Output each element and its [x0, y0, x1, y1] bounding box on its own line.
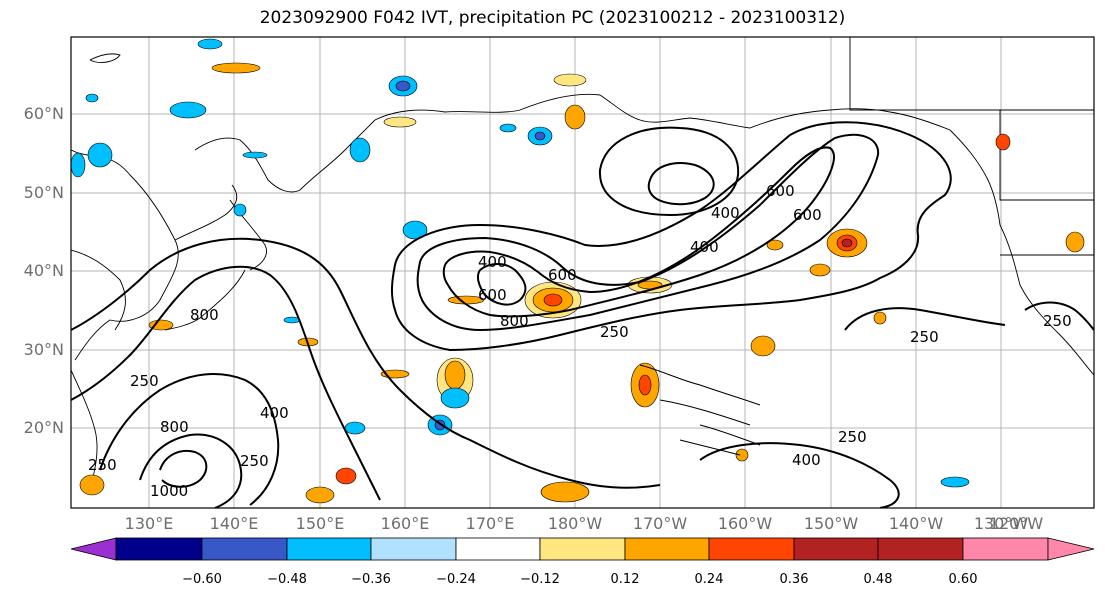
- precipitation-shading: [71, 38, 1085, 504]
- map-title: 2023092900 F042 IVT, precipitation PC (2…: [259, 8, 846, 28]
- latitude-label: 30°N: [23, 340, 64, 359]
- colorbar-tick-label: −0.36: [351, 572, 391, 587]
- contour-label: 250: [910, 328, 939, 346]
- longitude-label: 140°W: [888, 514, 944, 533]
- latitude-label: 60°N: [23, 104, 64, 123]
- contour-label: 250: [240, 452, 269, 470]
- contour-label: 250: [130, 372, 159, 390]
- latitude-label: 40°N: [23, 261, 64, 280]
- colorbar-bin: [370, 537, 457, 561]
- colorbar-bin: [877, 537, 964, 561]
- colorbar-tick-label: 0.12: [610, 572, 640, 587]
- contour-label: 1000: [150, 482, 188, 500]
- colorbar-tick-label: −0.60: [182, 572, 222, 587]
- contour-label: 800: [500, 312, 529, 330]
- latitude-label: 50°N: [23, 183, 64, 202]
- colorbar-bin: [539, 537, 626, 561]
- contour-label: 400: [478, 253, 507, 271]
- colorbar-bin: [793, 537, 879, 561]
- graticule: [71, 37, 1094, 508]
- contour-label: 250: [88, 456, 117, 474]
- contour-label: 800: [190, 306, 219, 324]
- longitude-label: 140°E: [209, 514, 259, 533]
- contour-label: 400: [711, 204, 740, 222]
- colorbar-tick-label: −0.24: [436, 572, 476, 587]
- longitude-label: 130°E: [124, 514, 174, 533]
- colorbar-tick-label: 0.36: [779, 572, 809, 587]
- contour-label: 250: [1043, 312, 1072, 330]
- contour-labels: 400 400 400 600 600 800 250 250 250 800 …: [88, 182, 1072, 500]
- contour-label: 400: [690, 238, 719, 256]
- colorbar-bin: [962, 537, 1049, 561]
- longitude-label: 160°W: [717, 514, 773, 533]
- colorbar-tick-label: −0.12: [520, 572, 560, 587]
- contour-label: 600: [766, 182, 795, 200]
- colorbar-extend-low: [70, 537, 117, 561]
- contour-label: 400: [792, 451, 821, 469]
- longitude-label: 130°W: [973, 514, 1029, 533]
- colorbar-bin: [286, 537, 372, 561]
- longitude-label: 150°W: [803, 514, 859, 533]
- colorbar-tick-label: 0.60: [948, 572, 978, 587]
- contour-label: 600: [548, 266, 577, 284]
- ivt-contours: [71, 121, 1094, 508]
- colorbar-tick-label: −0.48: [267, 572, 307, 587]
- longitude-label: 120°W: [988, 514, 1044, 533]
- contour-label: 400: [260, 404, 289, 422]
- colorbar-bin: [115, 537, 203, 561]
- longitude-label: 170°W: [632, 514, 688, 533]
- contour-label: 250: [838, 428, 867, 446]
- island-outlines: [639, 364, 761, 456]
- colorbar-bin: [455, 537, 541, 561]
- coastlines: [71, 37, 1094, 491]
- longitude-label: 150°E: [295, 514, 345, 533]
- colorbar-tick-label: 0.24: [694, 572, 724, 587]
- contour-label: 800: [160, 418, 189, 436]
- colorbar-bin: [624, 537, 710, 561]
- colorbar-bin: [708, 537, 795, 561]
- map-background: [71, 37, 1094, 508]
- contour-label: 600: [793, 206, 822, 224]
- colorbar-extend-high: [1047, 537, 1095, 561]
- map-frame: [70, 36, 1095, 509]
- longitude-label: 170°E: [465, 514, 515, 533]
- contour-label: 250: [600, 323, 629, 341]
- latitude-label: 20°N: [23, 418, 64, 437]
- colorbar-bin: [201, 537, 288, 561]
- longitude-label: 160°E: [380, 514, 430, 533]
- colorbar: [70, 537, 1095, 561]
- contour-label: 600: [478, 286, 507, 304]
- longitude-label: 180°W: [547, 514, 603, 533]
- colorbar-tick-label: 0.48: [863, 572, 893, 587]
